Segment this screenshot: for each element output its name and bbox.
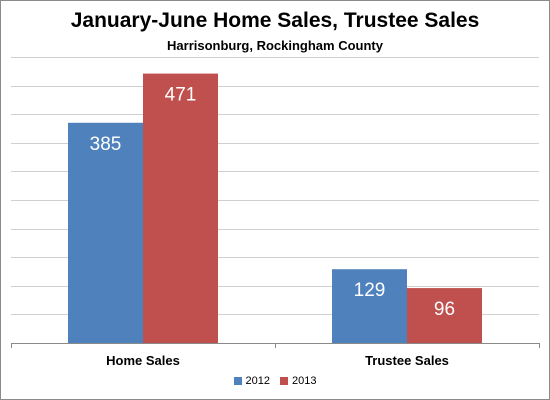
bar-2013-trustee-sales (407, 288, 482, 343)
chart-legend: 2012 2013 (1, 375, 549, 387)
legend-swatch-2013 (280, 377, 288, 385)
bar-2013-home-sales (143, 73, 218, 343)
bar-2012-trustee-sales (332, 269, 407, 343)
legend-swatch-2012 (233, 377, 242, 385)
data-label: 96 (434, 299, 455, 320)
chart-subtitle: Harrisonburg, Rockingham County (167, 38, 383, 53)
legend-item-2012: 2012 (233, 375, 270, 387)
bar-2012-home-sales (68, 122, 143, 343)
chart-title: January-June Home Sales, Trustee Sales (70, 9, 480, 32)
data-label: 385 (90, 134, 122, 155)
legend-item-2013: 2013 (280, 375, 316, 387)
legend-label-2012: 2012 (245, 375, 270, 387)
data-label: 471 (165, 85, 197, 106)
x-tick-label: Trustee Sales (365, 353, 449, 368)
data-label: 129 (354, 280, 386, 301)
x-tick-label: Home Sales (106, 353, 180, 368)
legend-label-2013: 2013 (292, 375, 317, 387)
